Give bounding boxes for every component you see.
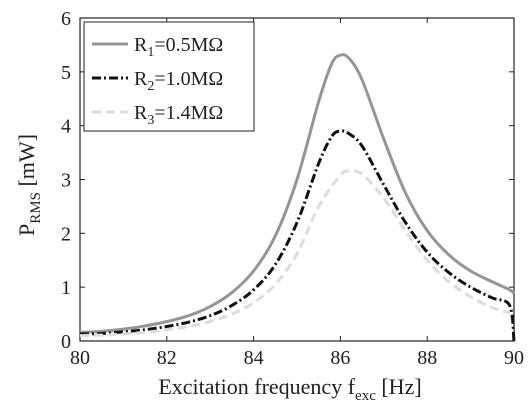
legend-entry-r1: R1=0.5MΩ — [92, 34, 223, 60]
series-line-r1 — [79, 53, 516, 334]
y-tick-label: 1 — [61, 277, 71, 299]
legend-label-r1: R1=0.5MΩ — [134, 34, 223, 60]
x-tick-label: 88 — [417, 347, 437, 369]
y-tick-label: 6 — [61, 8, 71, 30]
legend-entry-r2: R2=1.0MΩ — [92, 68, 223, 94]
series-lines — [79, 53, 516, 342]
legend-label-r3: R3=1.4MΩ — [134, 102, 223, 128]
y-tick-label: 4 — [61, 116, 71, 138]
series-line-r2 — [79, 129, 516, 342]
series-line-r3 — [79, 169, 511, 338]
x-axis-label: Excitation frequency fexc [Hz] — [158, 374, 421, 404]
y-tick-label: 0 — [61, 331, 71, 353]
y-tick-label: 5 — [61, 62, 71, 84]
legend-entry-r3: R3=1.4MΩ — [92, 102, 223, 128]
legend-label-r2: R2=1.0MΩ — [134, 68, 223, 94]
x-tick-label: 82 — [157, 347, 177, 369]
y-tick-label: 3 — [61, 170, 71, 192]
x-tick-label: 80 — [70, 347, 90, 369]
x-tick-label: 86 — [330, 347, 350, 369]
x-tick-label: 84 — [244, 347, 264, 369]
legend: R1=0.5MΩ R2=1.0MΩ R3=1.4MΩ — [83, 21, 255, 132]
y-axis-label: PRMS [mW] — [14, 134, 44, 236]
y-tick-label: 2 — [61, 223, 71, 245]
x-tick-label: 90 — [504, 347, 524, 369]
